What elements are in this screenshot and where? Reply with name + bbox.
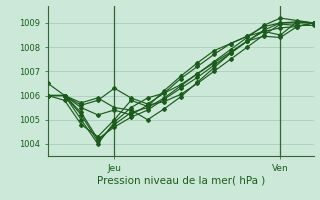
X-axis label: Pression niveau de la mer( hPa ): Pression niveau de la mer( hPa ) — [97, 175, 265, 185]
